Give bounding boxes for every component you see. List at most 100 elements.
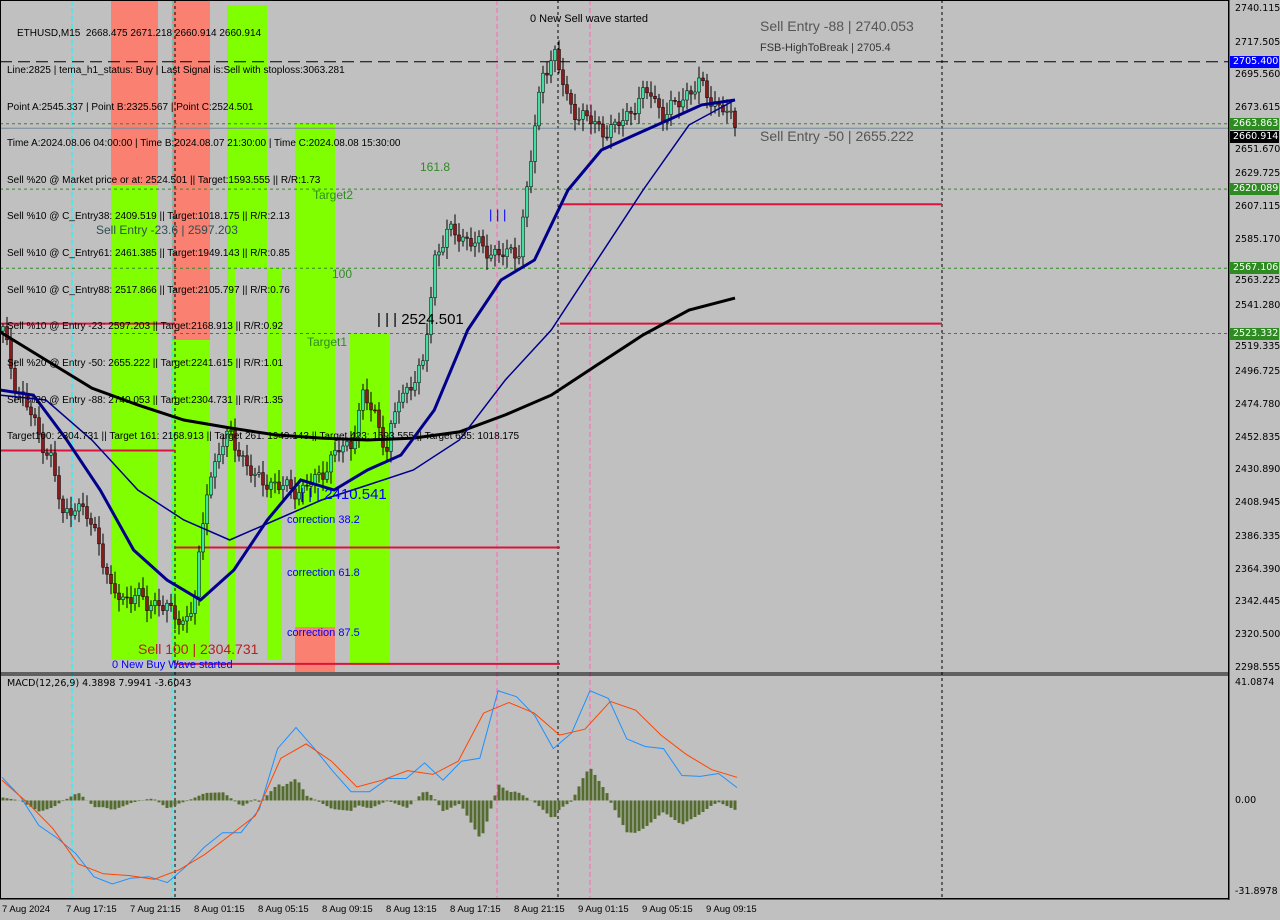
macd-histogram-bar [385, 800, 389, 802]
candle-bear [157, 600, 161, 606]
macd-histogram-bar [541, 800, 545, 810]
candle-bear [5, 326, 9, 341]
macd-histogram-bar [393, 800, 397, 804]
candle-bull [345, 441, 349, 447]
macd-histogram-bar [505, 790, 509, 801]
macd-histogram-bar [97, 800, 101, 808]
candle-bull [185, 616, 189, 622]
info-line: Line:2825 | tema_h1_status: Buy | Last S… [7, 65, 345, 77]
candle-bear [721, 104, 725, 113]
info-line: Target100: 2304.731 || Target 161: 2168.… [7, 431, 520, 443]
candle-bull [593, 121, 597, 125]
candle-bear [561, 69, 565, 85]
candle-bull [333, 450, 337, 456]
macd-histogram-bar [573, 794, 577, 801]
macd-histogram-bar [697, 800, 701, 815]
fsb-label: FSB-HighToBreak | 2705.4 [760, 42, 891, 54]
candle-bull [301, 484, 305, 493]
candle-bull [669, 100, 673, 115]
price-marker: 2705.400 [1230, 55, 1279, 68]
macd-histogram-bar [621, 800, 625, 826]
candle-bull [429, 297, 433, 335]
macd-histogram-bar [477, 800, 481, 837]
macd-histogram-bar [377, 800, 381, 805]
macd-histogram-bar [105, 800, 109, 809]
macd-main-line [1, 690, 738, 885]
macd-histogram-bar [689, 800, 693, 820]
macd-histogram-bar [493, 795, 497, 801]
macd-histogram-bar [593, 774, 597, 801]
candle-bull [209, 476, 213, 496]
zone-green [295, 123, 335, 627]
macd-histogram-bar [561, 800, 565, 807]
candle-bear [589, 115, 593, 125]
macd-histogram-bar [625, 800, 629, 833]
price-tick-label: 2519.335 [1235, 340, 1280, 352]
macd-histogram-bar [605, 793, 609, 801]
candle-bull [441, 247, 445, 253]
macd-histogram-bar [293, 779, 297, 801]
macd-histogram-bar [361, 800, 365, 807]
time-tick-label: 8 Aug 01:15 [194, 904, 245, 915]
macd-histogram-bar [657, 800, 661, 816]
candle-bull [325, 471, 329, 480]
macd-histogram-bar [429, 794, 433, 801]
macd-histogram-bar [253, 799, 257, 801]
macd-histogram-bar [161, 800, 165, 806]
time-tick-label: 9 Aug 01:15 [578, 904, 629, 915]
candle-bull [693, 91, 697, 95]
price-tick-label: 2342.445 [1235, 596, 1280, 608]
macd-histogram-bar [373, 800, 377, 807]
candle-bear [337, 450, 341, 453]
candle-bear [261, 472, 265, 486]
candle-bear [557, 49, 561, 71]
macd-panel [1, 690, 738, 885]
macd-histogram-bar [117, 800, 121, 808]
candle-bull [221, 446, 225, 455]
candle-bull [537, 91, 541, 127]
macd-histogram-bar [201, 793, 205, 801]
candle-bull [217, 454, 221, 462]
candle-bull [193, 596, 197, 614]
candle-bull [205, 494, 209, 525]
candle-bear [705, 80, 709, 98]
macd-histogram-bar [649, 800, 653, 823]
macd-histogram-bar [29, 800, 33, 807]
candle-bear [101, 543, 105, 568]
macd-histogram-bar [209, 792, 213, 801]
candle-bull [273, 481, 277, 484]
candle-bear [409, 387, 413, 391]
candle-bear [53, 452, 57, 476]
macd-histogram-bar [181, 800, 185, 803]
candle-bull [685, 90, 689, 101]
correction-87-label: correction 87.5 [287, 627, 360, 639]
macd-histogram-bar [473, 800, 477, 830]
point-c-label: | | | 2524.501 [377, 311, 464, 328]
candle-bull [489, 254, 493, 259]
macd-histogram-bar [45, 800, 49, 810]
macd-histogram-bar [685, 800, 689, 822]
macd-histogram-bar [81, 796, 85, 801]
candle-bull [257, 472, 261, 475]
candle-bull [581, 110, 585, 120]
candle-bear [37, 417, 41, 435]
macd-histogram-bar [133, 800, 137, 803]
price-marker: 2663.863 [1230, 117, 1279, 130]
target1-label: Target1 [307, 335, 348, 349]
price-tick-label: 2651.670 [1235, 143, 1280, 155]
macd-label: MACD(12,26,9) 4.3898 7.9941 -3.6043 [7, 678, 192, 689]
candle-bull [65, 508, 69, 514]
info-line: Sell %10 @ C_Entry88: 2517.866 || Target… [7, 284, 290, 296]
macd-histogram-bar [313, 799, 317, 801]
macd-histogram-bar [381, 800, 385, 803]
macd-histogram-bar [693, 800, 697, 818]
macd-histogram-bar [453, 800, 457, 806]
candle-bear [701, 77, 705, 82]
candle-bear [677, 101, 681, 108]
macd-histogram-bar [449, 800, 453, 808]
candle-bull [613, 121, 617, 125]
price-tick-label: 2408.945 [1235, 497, 1280, 509]
price-tick-label: 2740.115 [1235, 3, 1280, 14]
macd-histogram-bar [701, 800, 705, 813]
